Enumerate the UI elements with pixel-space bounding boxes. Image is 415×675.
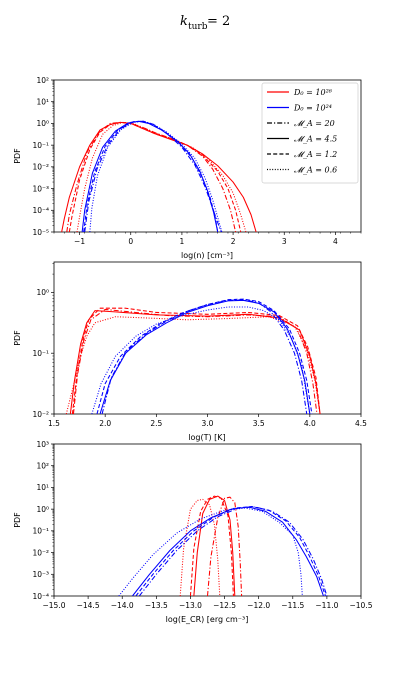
x-tick-label: −14.0 [111,601,134,610]
y-tick-label: 10⁰ [36,288,49,297]
tick-group: −15.0 −14.5 −14.0 −13.5 −13.0 −12.5 −12.0 −11.5… [32,440,372,610]
series-line-blue-dashed [96,298,313,414]
y-tick-label: 10⁰ [36,119,49,128]
x-axis-label: log(T) [K] [188,433,225,442]
series-line-red-dashed [68,121,242,232]
series-line-blue-dashed [83,120,219,232]
series-line-red-solid [193,495,236,596]
series-line-red-dashdot [206,496,243,596]
series-line-red-solid [69,310,321,414]
series-line-blue-dashdot [101,299,308,414]
legend-label: 𝓜_A = 20 [294,119,335,128]
curve-group [118,495,328,596]
x-tick-label: −1 [74,237,85,246]
panel-density: −1 0 1 2 3 4 10⁻⁵ 10⁻⁴ 10⁻³ 10⁻² 10⁻¹ 10⁰ 10¹ 10² log… [13,76,362,260]
x-tick-label: 3 [282,237,287,246]
title-main: k [180,14,188,29]
series-line-red-dotted [76,121,247,232]
y-tick-label: 10⁻² [32,163,49,172]
x-tick-label: −11.5 [281,601,304,610]
series-line-red-dashdot [66,121,237,232]
tick-group: 1.5 2.0 2.5 3.0 3.5 4.0 4.5 10⁻² 10⁻¹ 10⁰ [32,263,367,428]
x-tick-label: −12.0 [247,601,270,610]
y-tick-label: 10⁻¹ [32,527,49,536]
legend-label: D₀ = 10²⁶ [293,88,333,97]
y-tick-label: 10⁻² [32,410,49,419]
curve-group [61,120,257,232]
series-line-blue-dotted [118,507,303,596]
x-tick-label: 3.0 [202,419,214,428]
legend: D₀ = 10²⁶ D₀ = 10²⁴ 𝓜_A = 20 𝓜_A = 4.5 𝓜_A =… [261,82,359,184]
x-tick-label: 4.5 [355,419,367,428]
x-tick-label: 2 [231,237,236,246]
x-tick-label: −13.0 [179,601,202,610]
y-tick-label: 10¹ [36,98,49,107]
legend-label: 𝓜_A = 4.5 [294,135,337,144]
y-tick-label: 10⁻⁴ [32,206,49,215]
x-tick-label: 2.5 [150,419,162,428]
series-line-red-dotted [179,498,221,596]
x-axis-label: log(E_CR) [erg cm⁻³] [166,615,249,624]
y-tick-label: 10⁻⁵ [32,228,49,237]
title-sub: turb [188,22,208,32]
y-tick-label: 10⁻³ [32,570,49,579]
y-tick-label: 10² [36,76,49,85]
x-tick-label: 2.0 [99,419,111,428]
x-tick-label: −11.0 [315,601,338,610]
legend-label: 𝓜_A = 1.2 [294,150,337,159]
series-line-red-dotted [65,316,321,414]
x-tick-label: −13.5 [145,601,168,610]
y-tick-label: 10³ [36,440,49,449]
y-axis-label: PDF [13,148,22,164]
x-tick-label: −15.0 [43,601,66,610]
tick-group: −1 0 1 2 3 4 10⁻⁵ 10⁻⁴ 10⁻³ 10⁻² 10⁻¹ 10⁰ 10¹ 10² [32,76,362,246]
panel-temperature: 1.5 2.0 2.5 3.0 3.5 4.0 4.5 10⁻² 10⁻¹ 10⁰ log(T) … [13,261,367,442]
curve-group [65,298,321,414]
series-line-red-dashdot [72,308,318,414]
panel-cosmic-ray-energy: −15.0 −14.5 −14.0 −13.5 −13.0 −12.5 −12.0 −11.5… [13,440,373,624]
y-axis-label: PDF [13,330,22,346]
series-line-blue-solid [81,120,219,232]
y-axis-label: PDF [13,512,22,528]
x-tick-label: −14.5 [77,601,100,610]
series-line-blue-dotted [91,306,311,414]
series-line-blue-dashdot [138,506,328,596]
x-tick-label: 0 [128,237,133,246]
legend-label: D₀ = 10²⁴ [293,104,332,113]
x-tick-label: 4 [333,237,338,246]
y-tick-label: 10⁻¹ [32,349,49,358]
x-tick-label: −12.5 [213,601,236,610]
y-tick-label: 10² [36,462,49,471]
x-tick-label: −10.5 [350,601,373,610]
series-line-blue-dashed [135,506,327,596]
y-tick-label: 10⁰ [36,505,49,514]
figure-title: k turb = 2 [180,14,230,32]
y-tick-label: 10⁻⁴ [32,592,49,601]
x-tick-label: 3.5 [253,419,265,428]
title-value: = 2 [207,14,230,29]
series-line-blue-solid [99,299,311,414]
legend-label: 𝓜_A = 0.6 [294,166,337,175]
x-tick-label: 4.0 [304,419,316,428]
x-axis-label: log(n) [cm⁻³] [181,251,233,260]
series-line-blue-dashdot [84,120,222,232]
x-tick-label: 1 [180,237,185,246]
y-tick-label: 10⁻² [32,548,49,557]
series-line-red-dashed [189,495,234,596]
y-tick-label: 10¹ [36,483,49,492]
x-tick-label: 1.5 [48,419,60,428]
y-tick-label: 10⁻³ [32,184,49,193]
plot-frame [53,261,362,415]
y-tick-label: 10⁻¹ [32,141,49,150]
